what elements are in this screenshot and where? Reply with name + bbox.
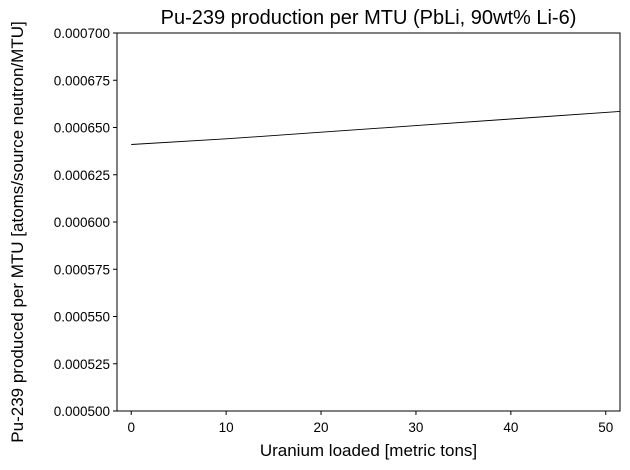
y-tick-label: 0.000675 [54, 73, 110, 88]
y-tick-label: 0.000525 [54, 357, 110, 372]
series-line [131, 110, 621, 145]
x-tick-label: 0 [127, 420, 135, 435]
plot-area-frame [116, 32, 621, 412]
y-tick-label: 0.000625 [54, 168, 110, 183]
x-tick-label: 40 [503, 420, 518, 435]
x-axis: 0 10 20 30 40 50 [127, 411, 613, 435]
y-tick-label: 0.000650 [54, 121, 110, 136]
y-axis: 0.000500 0.000525 0.000550 0.000575 0.000600… [54, 26, 117, 419]
series-layer [131, 110, 621, 145]
y-tick-label: 0.000600 [54, 215, 110, 230]
y-tick-label: 0.000700 [54, 26, 110, 41]
y-tick-label: 0.000575 [54, 262, 110, 277]
x-tick-label: 10 [219, 420, 234, 435]
x-tick-label: 30 [408, 420, 423, 435]
x-axis-label: Uranium loaded [metric tons] [260, 441, 477, 460]
y-axis-label: Pu-239 produced per MTU [atoms/source ne… [8, 21, 27, 442]
y-tick-label: 0.000550 [54, 310, 110, 325]
chart-title: Pu-239 production per MTU (PbLi, 90wt% L… [161, 7, 577, 29]
x-tick-label: 20 [314, 420, 329, 435]
x-tick-label: 50 [598, 420, 613, 435]
y-tick-label: 0.000500 [54, 404, 110, 419]
